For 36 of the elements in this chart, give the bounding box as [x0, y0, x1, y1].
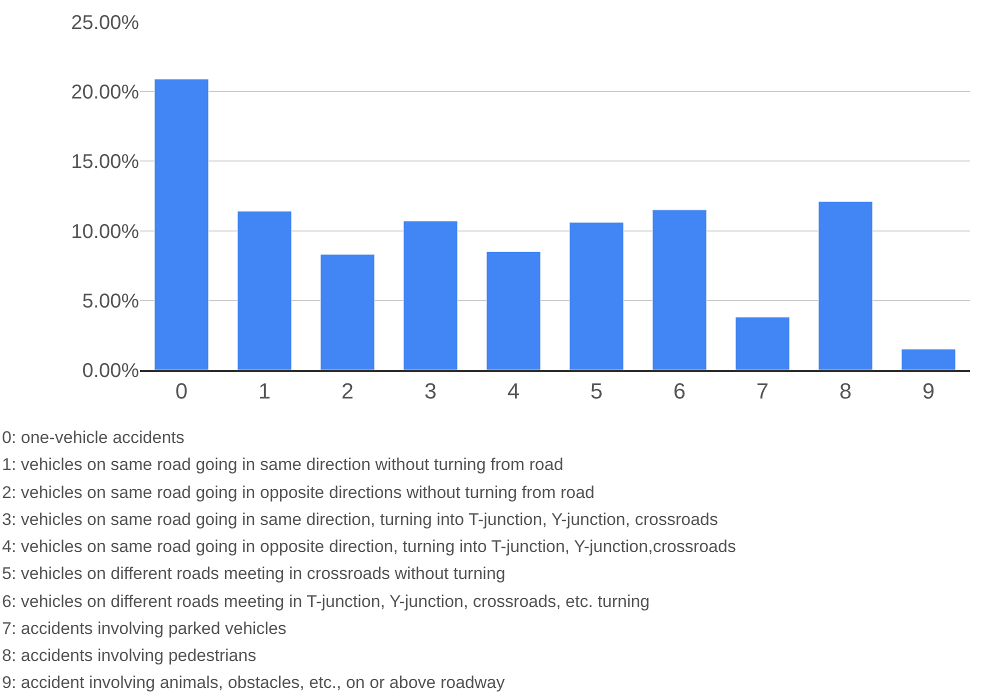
y-tick-label: 5.00% — [82, 290, 140, 312]
bar — [403, 220, 458, 370]
y-tick-label: 0.00% — [82, 360, 140, 382]
x-tick-label: 1 — [258, 378, 271, 404]
text: 0: one-vehicle accidents — [2, 428, 184, 447]
text: 9: accident involving animals, obstacles, etc., on or above roadway — [2, 673, 506, 692]
bar — [237, 211, 292, 370]
x-tick-label: 3 — [424, 378, 437, 404]
text: 5: vehicles on different roads meeting in crossroads without turning — [2, 564, 506, 583]
text: 2: vehicles on same road going in opposite directions without turning from road — [2, 483, 595, 502]
text: 8: accidents involving pedestrians — [2, 646, 256, 665]
text: 6: vehicles on different roads meeting in T-junction, Y-junction, crossroads, etc. turning — [2, 592, 650, 611]
x-tick-label: 9 — [922, 378, 935, 404]
y-tick-label: 20.00% — [71, 82, 140, 104]
bar — [901, 348, 956, 370]
text: 3: vehicles on same road going in same direction, turning into T-junction, Y-junction, crossroads — [2, 510, 718, 529]
bar — [154, 78, 209, 370]
y-tick-label: 25.00% — [71, 12, 140, 34]
x-tick-label: 7 — [756, 378, 769, 404]
y-tick-label: 15.00% — [71, 151, 140, 174]
bar — [735, 316, 790, 370]
x-tick-label: 4 — [507, 378, 520, 404]
text: 1: vehicles on same road going in same direction without turning from road — [2, 455, 564, 474]
x-tick-label: 5 — [590, 378, 603, 404]
text: 7: accidents involving parked vehicles — [2, 619, 286, 638]
bar — [818, 201, 873, 370]
x-tick-label: 8 — [839, 378, 852, 404]
x-tick-label: 2 — [341, 378, 354, 404]
bar — [652, 210, 707, 370]
text: 4: vehicles on same road going in opposite direction, turning into T-junction, Y-junction,crossroads — [2, 537, 736, 556]
x-tick-label: 6 — [673, 378, 686, 404]
y-tick-label: 10.00% — [71, 220, 140, 243]
bar — [569, 222, 624, 370]
bar — [486, 251, 541, 370]
bar — [320, 254, 375, 370]
x-tick-label: 0 — [175, 378, 188, 404]
